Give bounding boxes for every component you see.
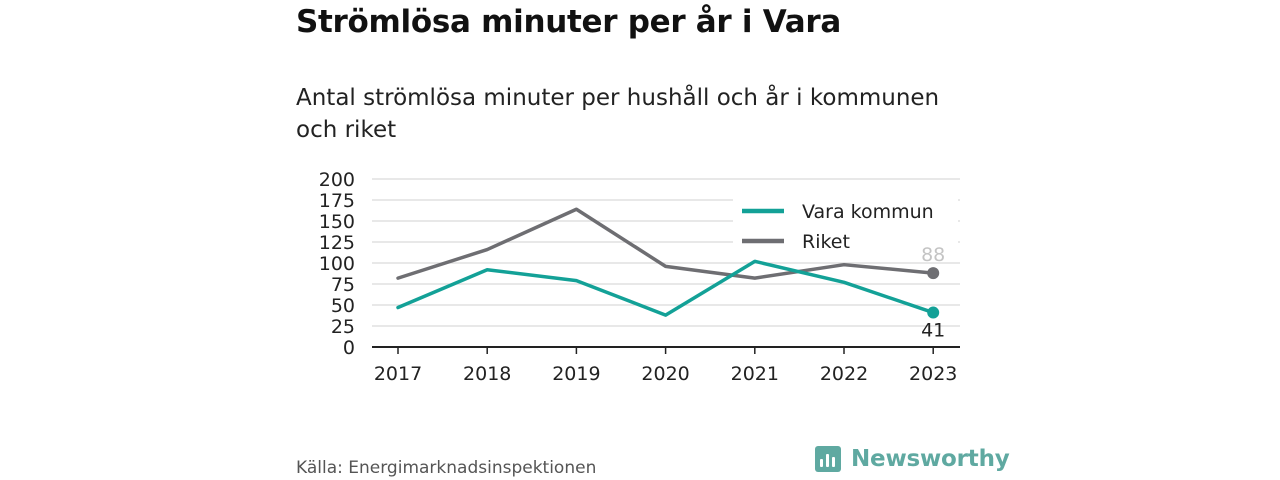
x-tick-label: 2021 — [731, 363, 779, 385]
x-tick-label: 2020 — [641, 363, 689, 385]
y-tick-label: 175 — [319, 190, 355, 212]
series-line-vara-kommun — [396, 259, 935, 317]
legend-background — [733, 193, 958, 259]
legend: Vara kommun Riket — [733, 193, 958, 259]
x-tick-label: 2019 — [552, 363, 600, 385]
x-tick-label: 2018 — [463, 363, 511, 385]
y-tick-label: 150 — [319, 211, 355, 233]
bar-chart-icon — [815, 446, 841, 472]
y-tick-label: 50 — [331, 295, 355, 317]
y-tick-label: 200 — [319, 169, 355, 191]
y-tick-label: 0 — [343, 337, 355, 359]
y-tick-label: 125 — [319, 232, 355, 254]
end-point-vara-kommun — [927, 306, 940, 319]
source-note: Källa: Energimarknadsinspektionen — [296, 458, 597, 478]
chart-title: Strömlösa minuter per år i Vara — [296, 4, 841, 40]
end-label-vara-kommun: 41 — [921, 320, 945, 342]
end-label-riket: 88 — [921, 244, 945, 266]
y-tick-label: 75 — [331, 274, 355, 296]
legend-label: Riket — [802, 231, 850, 253]
newsworthy-logo: Newsworthy — [815, 446, 1010, 472]
y-tick-label: 100 — [319, 253, 355, 275]
x-tick-label: 2017 — [374, 363, 422, 385]
series-line-riket — [396, 207, 935, 280]
end-labels: 41 88 — [921, 244, 945, 341]
x-tick-label: 2023 — [909, 363, 957, 385]
end-point-riket — [927, 267, 940, 280]
y-tick-label: 25 — [331, 316, 355, 338]
legend-label: Vara kommun — [802, 201, 934, 223]
x-axis: 2017 2018 2019 2020 2021 2022 2023 — [372, 346, 960, 385]
series-lines — [396, 207, 940, 319]
x-tick-label: 2022 — [820, 363, 868, 385]
brand-name: Newsworthy — [851, 446, 1010, 472]
chart-subtitle: Antal strömlösa minuter per hushåll och … — [296, 85, 940, 143]
